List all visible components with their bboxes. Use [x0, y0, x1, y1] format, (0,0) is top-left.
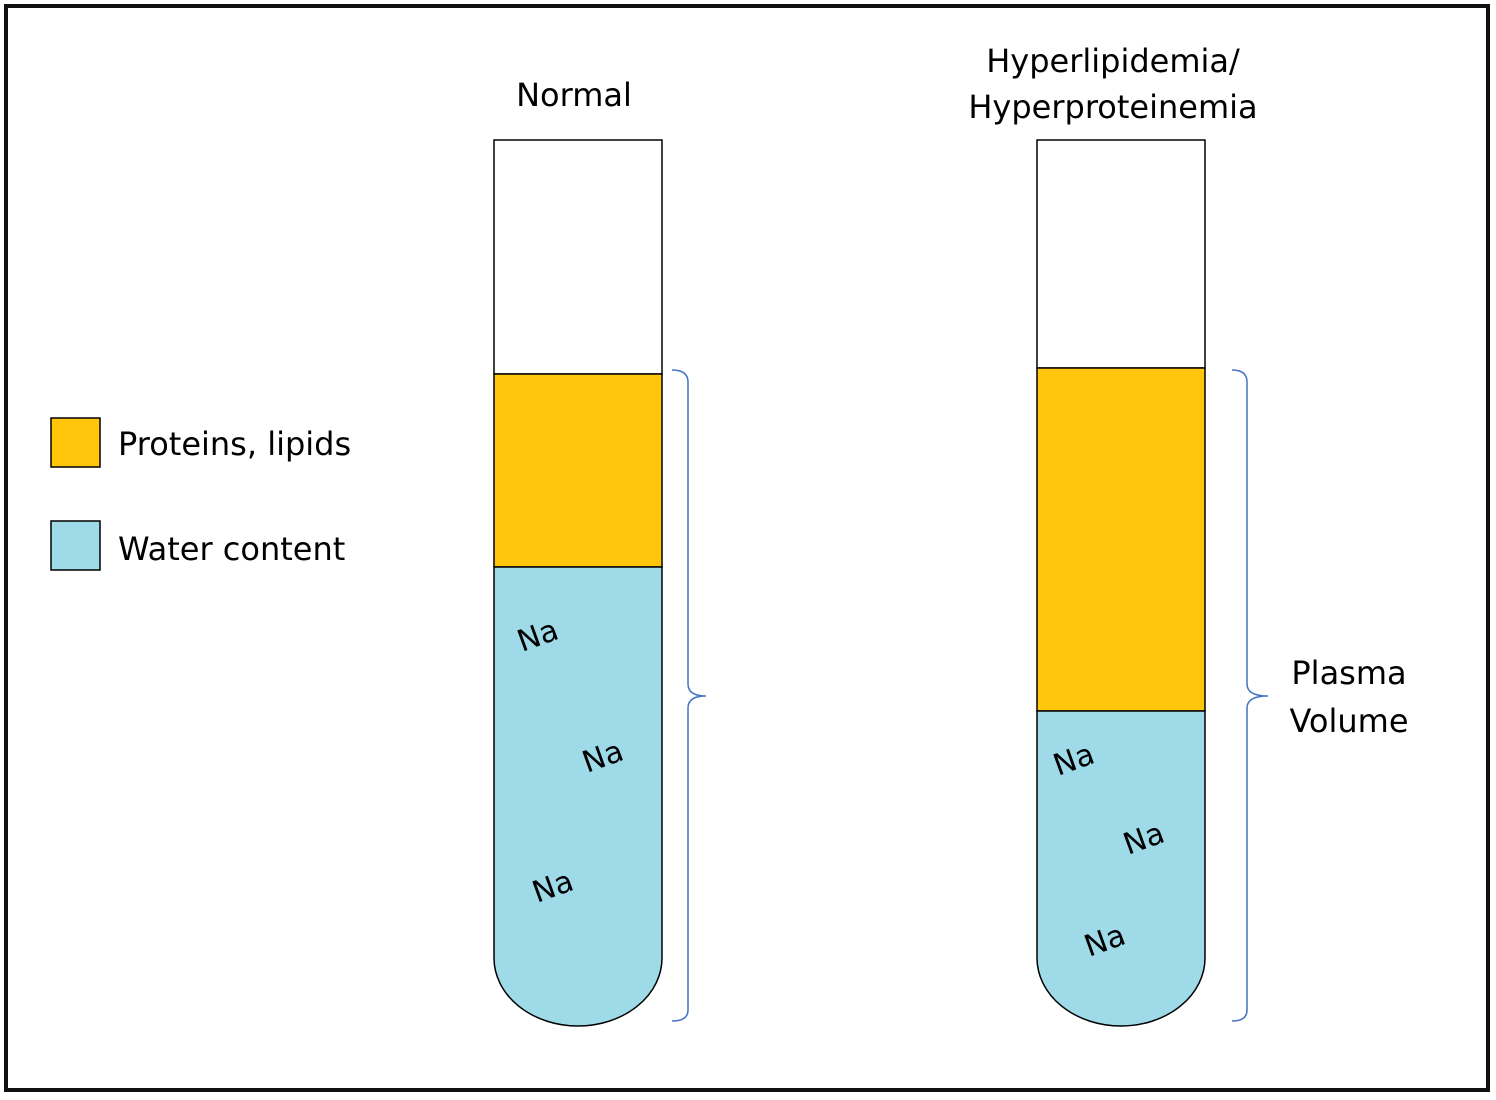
figure-frame — [4, 4, 1490, 1092]
legend-label-water-content: Water content — [118, 530, 345, 568]
tube-proteins-lipids-layer — [1036, 367, 1206, 712]
tube-empty-section — [1036, 139, 1206, 369]
tube-title-line-2: Hyperproteinemia — [968, 88, 1257, 126]
tube-hyperlipidemia: Hyperlipidemia/ Hyperproteinemia Na Na N… — [968, 42, 1269, 1027]
legend: Proteins, lipids Water content — [50, 417, 351, 571]
legend-swatch-proteins-lipids — [50, 417, 101, 468]
plasma-volume-label: Plasma Volume — [1289, 654, 1408, 740]
legend-swatch-water-content — [50, 520, 101, 571]
tube-water-layer — [1036, 710, 1206, 1027]
plasma-volume-bracket — [671, 369, 707, 1022]
tube-water-layer — [493, 566, 663, 1027]
tube-title: Normal — [516, 76, 632, 114]
tube-empty-section — [493, 139, 663, 375]
tube-proteins-lipids-layer — [493, 373, 663, 568]
tube-title-line-1: Hyperlipidemia/ — [986, 42, 1240, 80]
plasma-volume-bracket — [1231, 369, 1269, 1022]
tube-normal: Normal Na Na Na — [493, 76, 707, 1027]
plasma-volume-label-line-1: Plasma — [1291, 654, 1406, 692]
plasma-volume-label-line-2: Volume — [1289, 702, 1408, 740]
legend-label-proteins-lipids: Proteins, lipids — [118, 425, 351, 463]
